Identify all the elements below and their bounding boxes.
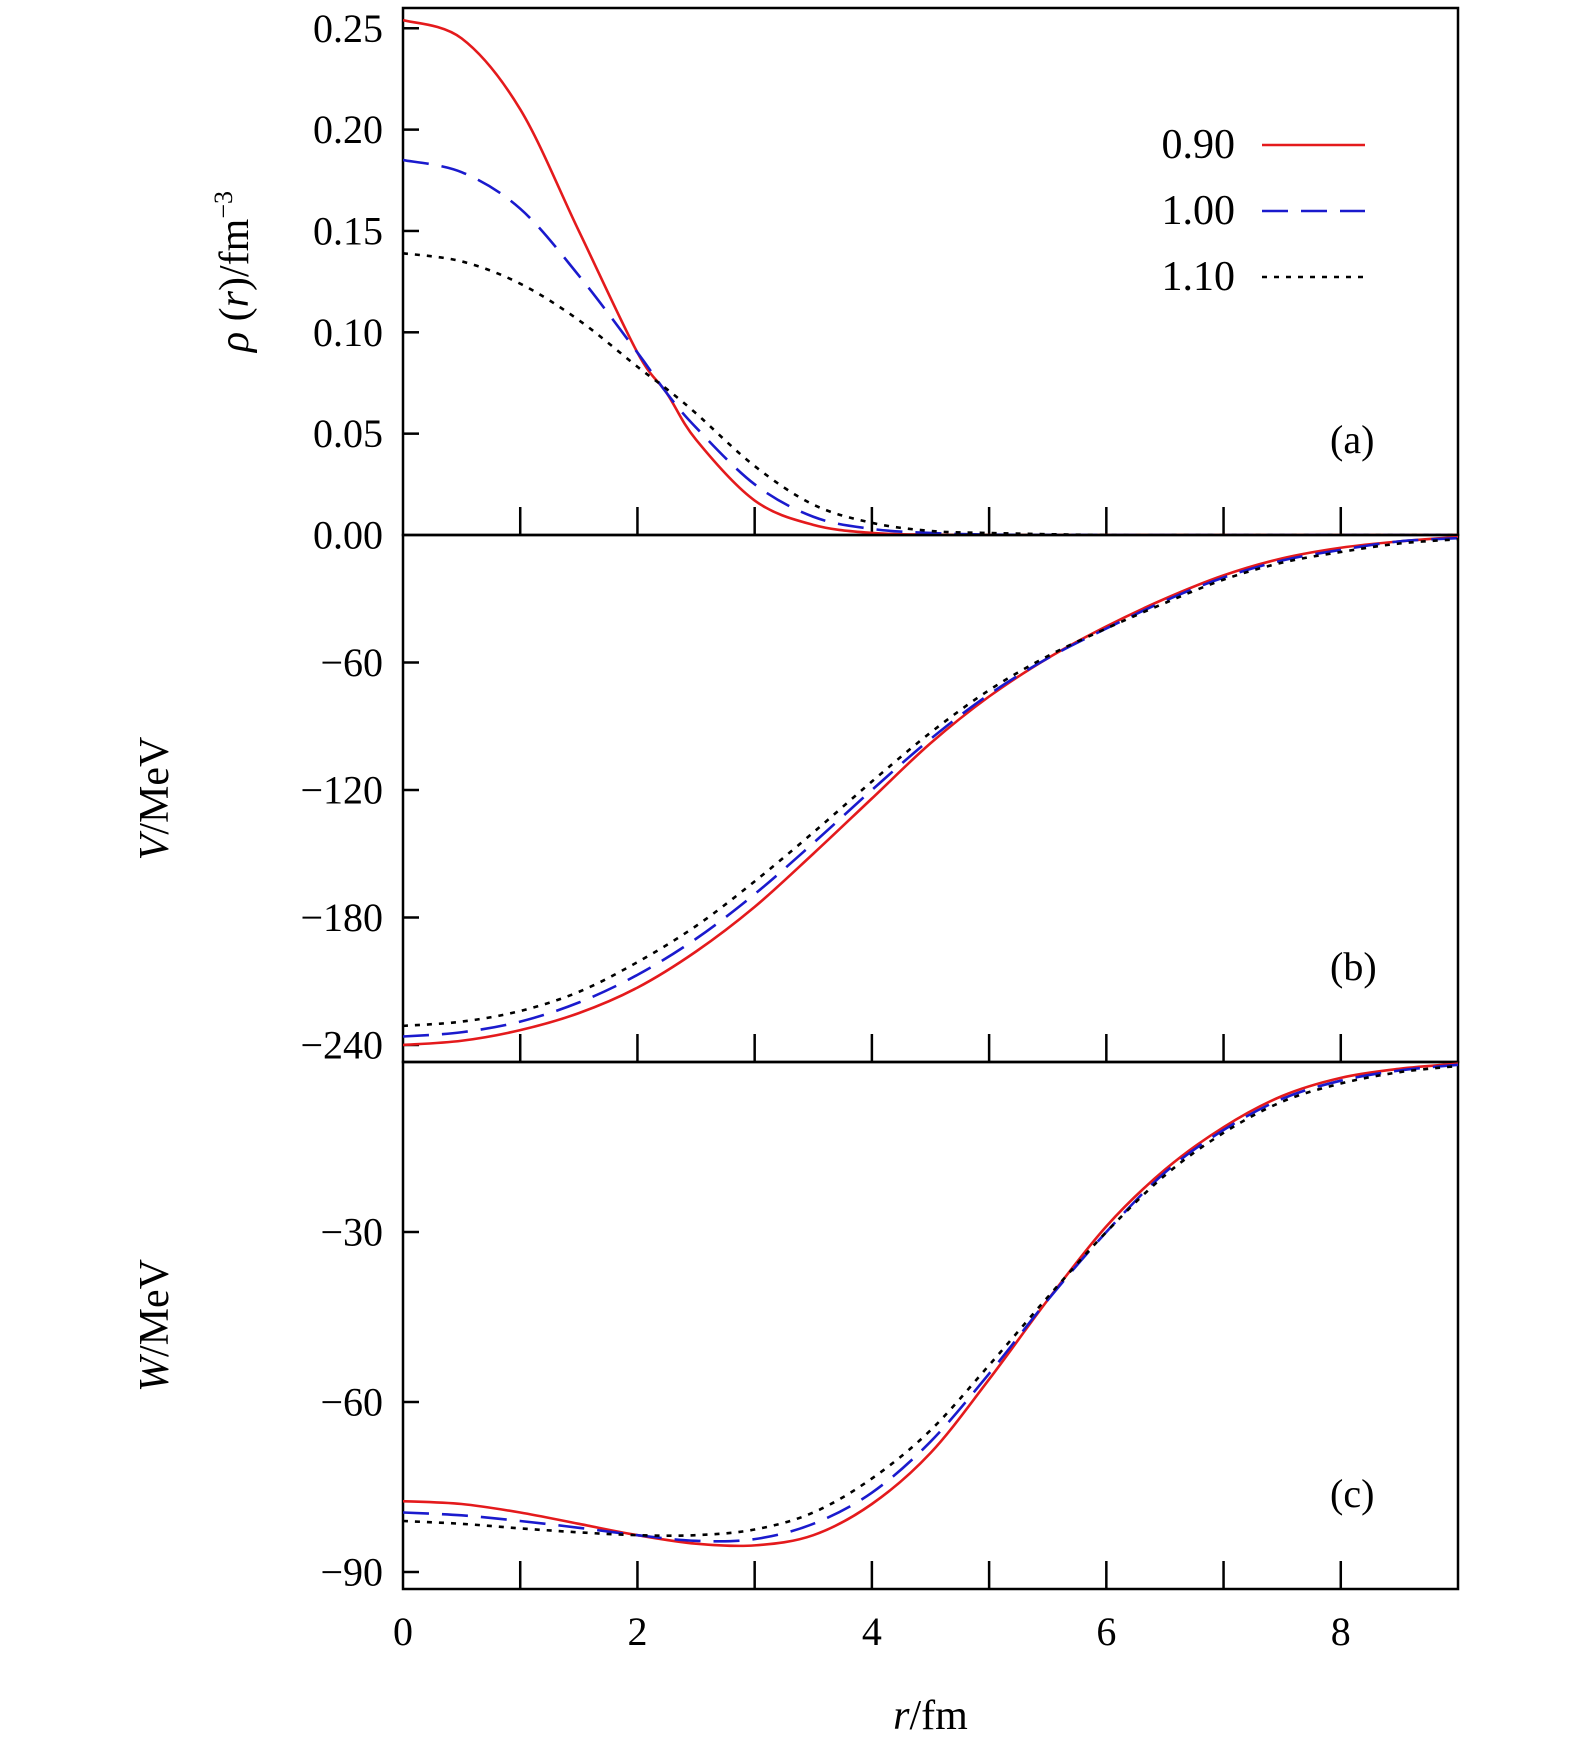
y-tick-label: 0.00	[313, 513, 383, 558]
legend-label: 1.00	[1162, 188, 1236, 234]
y-tick-label: 0.05	[313, 411, 383, 456]
y-axis-title-variable: r	[212, 290, 258, 307]
y-tick-label: −240	[300, 1023, 383, 1068]
legend-label: 0.90	[1162, 122, 1236, 168]
y-tick-label: −180	[300, 895, 383, 940]
y-axis-title-unit: /MeV	[132, 1259, 178, 1357]
series-line-1.10	[403, 251, 1458, 535]
x-tick-label: 8	[1331, 1609, 1351, 1654]
y-axis-title: V/MeV	[132, 737, 178, 861]
plot-frame	[401, 533, 1460, 1064]
x-axis-title-variable: r	[893, 1693, 910, 1739]
series-line-0.90	[403, 1062, 1458, 1548]
y-axis-title-unit: )/fm	[212, 218, 258, 291]
y-axis-title-unit: /MeV	[132, 737, 178, 835]
series-line-0.90	[403, 18, 1458, 535]
y-tick-label: 0.25	[313, 6, 383, 51]
series-line-1.00	[403, 1063, 1458, 1543]
series-line-0.90	[403, 535, 1458, 1047]
y-tick-label: −120	[300, 768, 383, 813]
plot-frame	[401, 1060, 1460, 1591]
panel-label: (a)	[1330, 417, 1374, 462]
series-line-1.10	[403, 537, 1458, 1028]
series-line-1.10	[403, 1064, 1458, 1538]
x-axis: 0 2 4 6 8 r/fm	[393, 1609, 1351, 1739]
y-axis-title: W/MeV	[132, 1259, 178, 1392]
x-axis-title: r/fm	[893, 1693, 968, 1739]
x-tick-label: 2	[627, 1609, 647, 1654]
panel-c: −90 −60 −30 W/MeV (c)	[132, 1060, 1460, 1595]
y-tick-label: −30	[320, 1210, 383, 1255]
legend-label: 1.10	[1162, 254, 1236, 300]
y-axis-title-variable: V	[132, 830, 178, 860]
x-tick-label: 4	[862, 1609, 882, 1654]
y-tick-label: 0.15	[313, 208, 383, 253]
plot-frame	[401, 6, 1460, 537]
y-axis-title-variable: W	[132, 1353, 178, 1392]
legend: 0.90 1.00 1.10	[1162, 122, 1365, 300]
y-tick-label: −60	[320, 640, 383, 685]
series-line-1.00	[403, 158, 1458, 535]
y-axis-title-exponent: −3	[209, 191, 238, 219]
series-line-1.00	[403, 536, 1458, 1038]
y-tick-label: −60	[320, 1380, 383, 1425]
x-axis-title-unit: /fm	[910, 1693, 969, 1739]
x-tick-label: 0	[393, 1609, 413, 1654]
y-axis-title-symbol: ρ	[212, 332, 258, 354]
y-axis-title: ρ (r)/fm−3	[209, 191, 258, 354]
y-tick-label: 0.10	[313, 310, 383, 355]
panel-label: (c)	[1330, 1471, 1374, 1516]
panel-a: 0.00 0.05 0.10 0.15 0.20 0.25 ρ (r)/fm−3 (a)	[209, 6, 1460, 558]
panel-b: −240 −180 −120 −60 V/MeV (b)	[132, 533, 1460, 1068]
panel-label: (b)	[1330, 944, 1377, 989]
y-tick-label: 0.20	[313, 107, 383, 152]
x-tick-label: 6	[1096, 1609, 1116, 1654]
y-axis-title-text: (	[212, 307, 258, 332]
y-tick-label: −90	[320, 1550, 383, 1595]
